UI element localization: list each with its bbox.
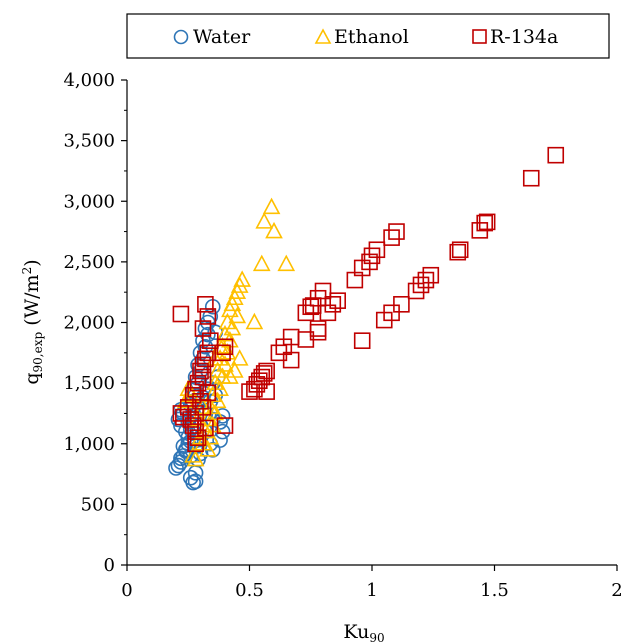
data-point bbox=[192, 362, 209, 380]
legend-marker-water bbox=[173, 29, 189, 45]
data-point bbox=[353, 332, 371, 349]
data-point bbox=[547, 146, 565, 164]
y-axis-ticks: 0 500 1,000 1,500 2,000 2,500 3,000 3,500 4,000 bbox=[63, 70, 127, 576]
legend-item-r134a: R-134a bbox=[472, 26, 558, 48]
data-point bbox=[199, 440, 217, 457]
data-point bbox=[221, 300, 239, 318]
data-point bbox=[393, 296, 410, 313]
data-point bbox=[346, 271, 364, 289]
data-point bbox=[187, 380, 204, 398]
legend-marker-r134a bbox=[472, 29, 487, 44]
data-point bbox=[275, 338, 293, 356]
data-point bbox=[449, 243, 467, 261]
data-point bbox=[412, 276, 430, 294]
data-point bbox=[206, 403, 225, 421]
data-point bbox=[211, 379, 229, 396]
x-tick-label: 1 bbox=[366, 580, 377, 601]
legend-item-ethanol: Ethanol bbox=[314, 26, 409, 48]
data-point bbox=[182, 469, 199, 486]
data-point bbox=[172, 305, 190, 323]
data-series bbox=[168, 146, 565, 491]
data-point bbox=[197, 296, 214, 313]
y-tick-label: 2,000 bbox=[63, 313, 115, 334]
data-point bbox=[302, 298, 320, 316]
data-point bbox=[223, 318, 242, 336]
data-point bbox=[218, 343, 237, 360]
data-point bbox=[214, 408, 231, 424]
legend-label-r134a: R-134a bbox=[490, 26, 558, 48]
data-point bbox=[252, 254, 271, 272]
data-point bbox=[216, 338, 234, 356]
data-point bbox=[230, 349, 249, 366]
x-tick-label: 2 bbox=[611, 580, 622, 601]
data-point bbox=[241, 383, 258, 400]
data-point bbox=[375, 311, 393, 329]
data-point bbox=[175, 408, 192, 426]
data-point bbox=[258, 383, 275, 400]
data-point bbox=[262, 197, 281, 215]
data-point bbox=[187, 473, 204, 490]
data-point bbox=[245, 312, 264, 330]
data-point bbox=[388, 223, 405, 240]
data-point bbox=[246, 380, 263, 398]
data-point bbox=[522, 169, 540, 187]
data-point bbox=[417, 271, 435, 289]
x-tick-label: 0 bbox=[121, 580, 132, 601]
data-point bbox=[422, 266, 440, 284]
y-tick-label: 3,500 bbox=[63, 131, 115, 152]
data-point bbox=[255, 212, 274, 229]
legend-label-water: Water bbox=[193, 26, 251, 48]
data-point bbox=[189, 374, 207, 392]
data-point bbox=[172, 405, 190, 422]
data-point bbox=[206, 349, 225, 366]
data-point bbox=[329, 292, 347, 309]
y-tick-label: 4,000 bbox=[63, 70, 115, 91]
data-point bbox=[186, 449, 205, 467]
y-tick-label: 0 bbox=[104, 555, 115, 576]
y-axis-title: q90,exp (W/m2) bbox=[20, 259, 45, 384]
data-point bbox=[471, 222, 489, 239]
y-tick-label: 2,500 bbox=[63, 252, 115, 273]
data-point bbox=[199, 308, 217, 325]
data-point bbox=[265, 221, 283, 239]
data-point bbox=[228, 306, 247, 324]
data-point bbox=[216, 355, 234, 372]
data-point bbox=[170, 457, 187, 474]
data-point bbox=[221, 367, 239, 384]
data-point bbox=[214, 344, 231, 362]
data-point bbox=[270, 344, 288, 362]
series-r-134a bbox=[172, 146, 565, 453]
data-point bbox=[187, 435, 204, 453]
data-point bbox=[383, 229, 400, 246]
y-tick-label: 1,000 bbox=[63, 434, 115, 455]
data-point bbox=[309, 323, 327, 341]
data-point bbox=[363, 247, 381, 265]
data-point bbox=[297, 304, 315, 322]
legend-marker-ethanol bbox=[314, 28, 332, 44]
data-point bbox=[187, 423, 204, 440]
data-point bbox=[184, 417, 202, 434]
legend-box bbox=[126, 13, 610, 59]
legend: Water Ethanol R-134a bbox=[126, 13, 610, 59]
x-tick-label: 1.5 bbox=[480, 580, 509, 601]
y-tick-label: 500 bbox=[81, 494, 115, 515]
data-point bbox=[194, 356, 212, 374]
legend-item-water: Water bbox=[173, 26, 251, 48]
y-tick-label: 3,000 bbox=[63, 191, 115, 212]
data-point bbox=[451, 241, 469, 259]
y-tick-label: 1,500 bbox=[63, 373, 115, 394]
data-point bbox=[199, 384, 217, 402]
axes: 05001,0001,5002,0002,5003,0003,5004,000 … bbox=[63, 70, 622, 601]
data-point bbox=[201, 427, 220, 445]
data-point bbox=[407, 282, 425, 300]
x-axis-ticks: 0 0.5 1 1.5 2 bbox=[121, 565, 622, 601]
data-point bbox=[277, 254, 296, 272]
data-point bbox=[216, 417, 234, 434]
x-axis-title: Ku90 bbox=[343, 621, 384, 644]
legend-label-ethanol: Ethanol bbox=[334, 26, 409, 48]
data-point bbox=[197, 350, 214, 368]
x-tick-label: 0.5 bbox=[235, 580, 264, 601]
data-point bbox=[197, 419, 214, 437]
